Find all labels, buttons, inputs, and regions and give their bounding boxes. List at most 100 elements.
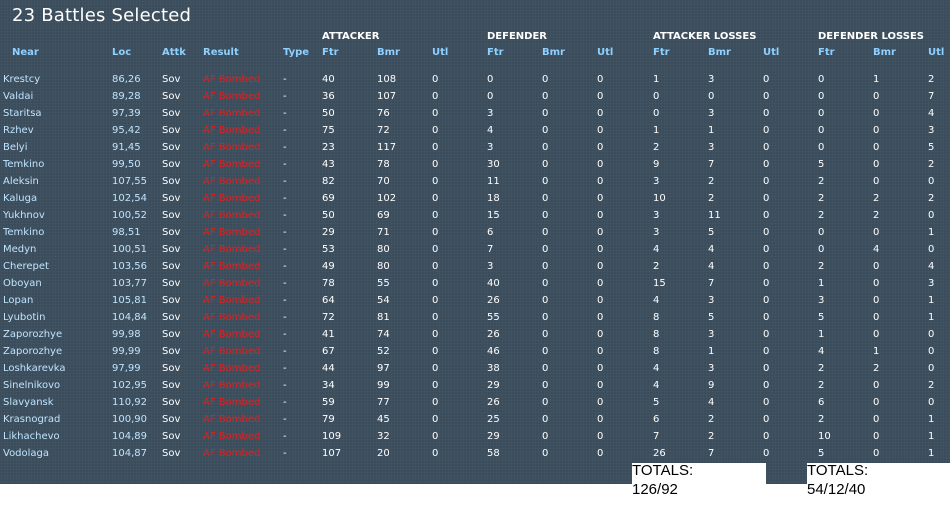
table-row[interactable]: Aleksin 107,55 Sov AF Bombed - 82 70 0 11 0 0 3 2 0 2 0… [0,174,950,191]
table-row[interactable]: Likhachevo 104,89 Sov AF Bombed - 109 32 0 29 0 0 7… [0,429,950,446]
column-header-loc[interactable]: Loc [112,47,132,58]
column-header-attk[interactable]: Attk [162,47,186,58]
table-row[interactable]: Rzhev 95,42 Sov AF Bombed - 75 72 0 4 0 0 1 1 0 0 0 3 [0,123,950,140]
column-header-def-ftr[interactable]: Ftr [487,47,504,58]
cell-attk: Sov [162,210,181,221]
table-row[interactable]: Belyi 91,45 Sov AF Bombed -23 117 0 3 0 0 2 3 0 0 0 5 [0,140,950,157]
column-header-att-ftr[interactable]: Ftr [322,47,339,58]
cell-att-utl: 0 [432,397,439,408]
column-header-defl-bmr[interactable]: Bmr [873,47,896,58]
cell-def-ftr: 40 [487,278,500,289]
table-row[interactable]: Staritsa 97,39 Sov AF Bombed - 50 76 0 3 0 0 0 3 0 0 0 4 [0,106,950,123]
column-header-attl-bmr[interactable]: Bmr [708,47,731,58]
totals-box [632,463,766,484]
cell-def-utl: 0 [597,312,604,323]
cell-def-bmr: 0 [542,210,549,221]
table-row[interactable]: Vodolaga 104,87 Sov AF Bombed - 107 20 0 58 0 0 26 7… [0,446,950,463]
table-row[interactable]: Yukhnov 100,52 Sov AF Bombed - 50 69 0 15 0 0 3 11 0 2… [0,208,950,225]
table-row[interactable]: Slavyansk 110,92 Sov AF Bombed - 59 77 0 26 0 0 5 4 0… [0,395,950,412]
table-row[interactable]: Medyn 100,51 Sov AF Bombed - 53 80 0 7 0 0 4 4 0 0 4 0 [0,242,950,259]
cell-defl-utl: 1 [928,448,935,459]
table-row[interactable]: Temkino 98,51 Sov AF Bombed - 29 71 0 6 0 0 3 5 0 0 0 1 [0,225,950,242]
column-header-near[interactable]: Near [12,47,39,58]
table-row[interactable]: Lyubotin 104,84 Sov AF Bombed - 72 81 0 55 0 0 8 5 0 5… [0,310,950,327]
table-row[interactable]: Loshkarevka 97,99 Sov AF Bombed - 44 97 0 38 0 0 4 3… [0,361,950,378]
cell-attl-bmr: 4 [708,244,715,255]
cell-def-utl: 0 [597,142,604,153]
cell-attk: Sov [162,108,181,119]
column-header-att-utl[interactable]: Utl [432,47,449,58]
column-header-def-utl[interactable]: Utl [597,47,614,58]
cell-near: Cherepet [3,261,49,272]
cell-def-utl: 0 [597,74,604,85]
cell-attk: Sov [162,431,181,442]
cell-def-bmr: 0 [542,397,549,408]
column-header-defl-utl[interactable]: Utl [928,47,945,58]
cell-att-bmr: 71 [377,227,390,238]
cell-defl-utl: 1 [928,227,935,238]
table-row[interactable]: Kaluga 102,54 Sov AF Bombed -69 102 0 18 0 0 10 2 0 2… [0,191,950,208]
cell-result: AF Bombed [203,159,261,170]
cell-att-utl: 0 [432,244,439,255]
cell-defl-bmr: 4 [873,244,880,255]
cell-def-ftr: 3 [487,142,494,153]
cell-attk: Sov [162,74,181,85]
column-header-attl-utl[interactable]: Utl [763,47,780,58]
cell-att-bmr: 20 [377,448,390,459]
cell-att-bmr: 70 [377,176,390,187]
column-header-def-bmr[interactable]: Bmr [542,47,565,58]
cell-attk: Sov [162,414,181,425]
cell-defl-ftr: 2 [818,414,825,425]
cell-attl-bmr: 7 [708,278,715,289]
cell-defl-ftr: 0 [818,91,825,102]
cell-att-bmr: 108 [377,74,397,85]
cell-def-bmr: 0 [542,414,549,425]
cell-attk: Sov [162,346,181,357]
cell-defl-bmr: 0 [873,414,880,425]
cell-result: AF Bombed [203,227,261,238]
cell-defl-ftr: 10 [818,431,831,442]
cell-result: AF Bombed [203,414,261,425]
cell-attk: Sov [162,125,181,136]
cell-att-utl: 0 [432,278,439,289]
cell-attl-utl: 0 [763,414,770,425]
table-row[interactable]: Krestcy 86,26 Sov AF Bombed - 40 108 0 0 0 0 1 3 0 0 1 2 [0,72,950,89]
cell-near: Slavyansk [3,397,54,408]
cell-att-bmr: 102 [377,193,397,204]
table-row[interactable]: Krasnograd 100,90 Sov AF Bombed - 79 45 0 25 0 0 6 2… [0,412,950,429]
column-header-attl-ftr[interactable]: Ftr [653,47,670,58]
cell-result: AF Bombed [203,125,261,136]
table-row[interactable]: Zaporozhye 99,99 Sov AF Bombed - 67 52 0 46 0 0 8 1 0… [0,344,950,361]
cell-defl-ftr: 0 [818,227,825,238]
cell-def-ftr: 3 [487,108,494,119]
table-row[interactable]: Temkino 99,50 Sov AF Bombed - 43 78 0 30 0 0 9 7 0 5 0 2 [0,157,950,174]
cell-att-utl: 0 [432,431,439,442]
cell-att-bmr: 99 [377,380,390,391]
table-row[interactable]: Oboyan 103,77 Sov AF Bombed - 78 55 0 40 0 0 15 7 0 1 0… [0,276,950,293]
table-row[interactable]: Sinelnikovo 102,95 Sov AF Bombed -34 99 0 29 0 0 4… [0,378,950,395]
column-header-defl-ftr[interactable]: Ftr [818,47,835,58]
cell-defl-ftr: 2 [818,210,825,221]
cell-attl-bmr: 3 [708,74,715,85]
cell-def-ftr: 30 [487,159,500,170]
table-row[interactable]: Cherepet 103,56 Sov AF Bombed - 49 80 0 3 0 0 2 4 0 2 0… [0,259,950,276]
cell-near: Staritsa [3,108,42,119]
cell-att-bmr: 78 [377,159,390,170]
cell-def-bmr: 0 [542,142,549,153]
cell-defl-utl: 2 [928,159,935,170]
cell-attl-bmr: 5 [708,312,715,323]
table-row[interactable]: Lopan 105,81 Sov AF Bombed - 64 54 0 26 0 0 4 3 0 3 0 1 [0,293,950,310]
cell-attk: Sov [162,159,181,170]
cell-defl-ftr: 0 [818,108,825,119]
table-row[interactable]: Zaporozhye 99,98 Sov AF Bombed - 41 74 0 26 0 0 8 3 0… [0,327,950,344]
cell-def-ftr: 26 [487,295,500,306]
cell-near: Rzhev [3,125,34,136]
column-header-att-bmr[interactable]: Bmr [377,47,400,58]
cell-loc: 97,99 [112,363,141,374]
cell-defl-utl: 4 [928,108,935,119]
column-header-type[interactable]: Type [283,47,310,58]
cell-defl-utl: 3 [928,278,935,289]
table-row[interactable]: Valdai 89,28 Sov AF Bombed - 36 107 0 0 0 0 0 0 0 0 0 7 [0,89,950,106]
cell-attl-bmr: 2 [708,176,715,187]
column-header-result[interactable]: Result [203,47,239,58]
